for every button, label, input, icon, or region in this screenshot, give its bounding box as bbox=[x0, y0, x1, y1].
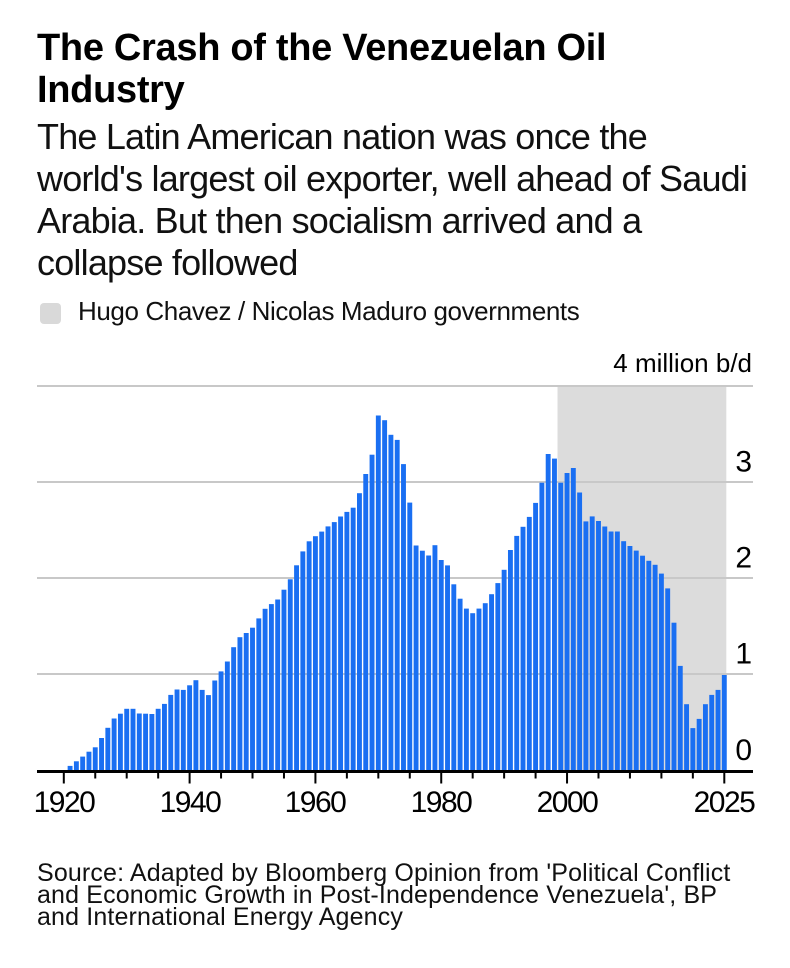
svg-text:1960: 1960 bbox=[285, 786, 347, 819]
svg-text:1: 1 bbox=[735, 638, 752, 671]
svg-text:1940: 1940 bbox=[160, 786, 222, 819]
svg-text:0: 0 bbox=[735, 734, 752, 767]
svg-text:3: 3 bbox=[735, 446, 752, 479]
svg-text:2025: 2025 bbox=[694, 786, 756, 819]
svg-text:4 million b/d: 4 million b/d bbox=[613, 348, 752, 378]
svg-text:2: 2 bbox=[735, 542, 752, 575]
svg-text:2000: 2000 bbox=[537, 786, 599, 819]
svg-text:1980: 1980 bbox=[411, 786, 473, 819]
svg-text:1920: 1920 bbox=[34, 786, 96, 819]
